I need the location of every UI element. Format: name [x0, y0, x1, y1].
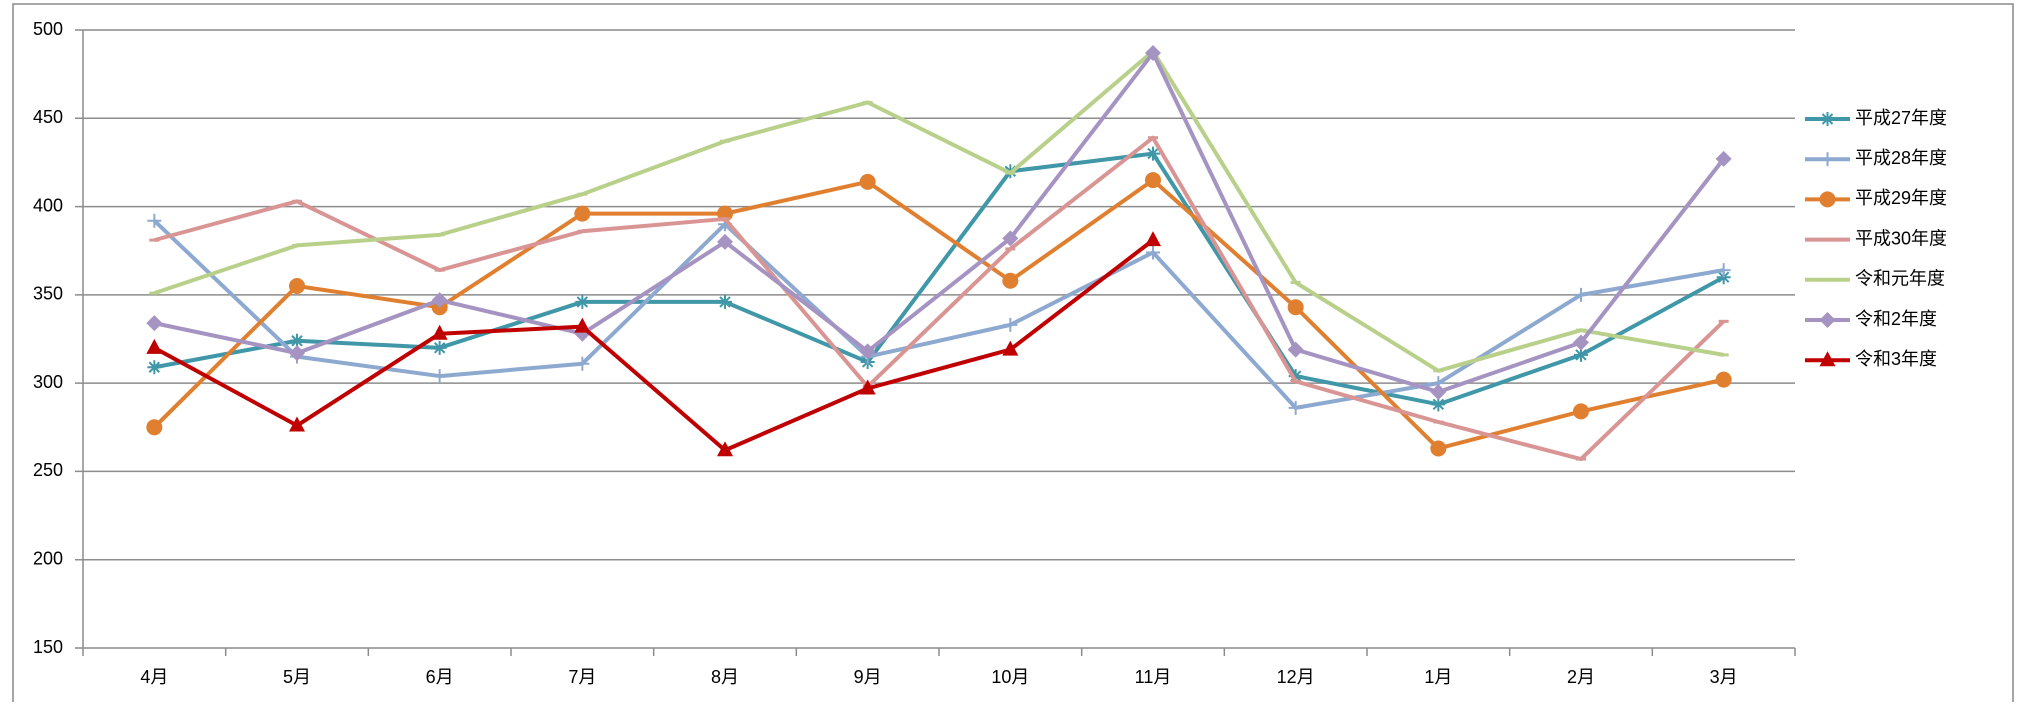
series-line	[153, 49, 1725, 373]
y-tick-label: 450	[33, 107, 63, 127]
marker	[289, 278, 305, 295]
legend-label: 平成27年度	[1855, 108, 1947, 128]
marker	[1430, 383, 1447, 400]
x-tick-label: 2月	[1567, 667, 1595, 687]
series-line	[152, 219, 1725, 410]
marker	[1431, 397, 1446, 412]
marker	[431, 324, 448, 340]
series-line	[152, 178, 1725, 451]
series	[146, 44, 1732, 400]
marker	[859, 173, 876, 190]
y-tick-label: 200	[33, 548, 63, 568]
marker	[1819, 191, 1836, 208]
y-tick-label: 150	[33, 637, 63, 657]
marker	[1430, 440, 1447, 457]
marker	[146, 338, 163, 354]
series	[146, 172, 1732, 457]
marker	[717, 441, 733, 457]
legend-label: 令和3年度	[1855, 349, 1937, 369]
x-tick-label: 4月	[140, 667, 168, 687]
marker	[1715, 371, 1732, 388]
legend-label: 平成29年度	[1855, 188, 1947, 208]
marker	[575, 356, 590, 371]
marker	[1716, 270, 1731, 285]
marker	[1145, 231, 1161, 247]
marker	[1146, 245, 1160, 260]
y-tick-label: 300	[33, 372, 63, 392]
marker	[717, 233, 733, 250]
legend-label: 平成28年度	[1855, 148, 1947, 168]
y-tick-label: 250	[33, 460, 63, 480]
marker	[1288, 400, 1303, 415]
marker	[432, 340, 447, 355]
marker	[1146, 146, 1160, 161]
marker	[1573, 403, 1589, 420]
marker	[1145, 44, 1161, 61]
marker	[1819, 351, 1836, 367]
marker	[1145, 172, 1161, 189]
legend-label: 平成30年度	[1855, 228, 1947, 248]
x-tick-label: 6月	[426, 667, 454, 687]
x-tick-label: 5月	[283, 667, 311, 687]
y-tick-label: 400	[33, 195, 63, 215]
marker	[1820, 112, 1835, 126]
series-line	[153, 50, 1726, 394]
marker	[859, 379, 876, 395]
marker	[289, 416, 305, 432]
marker	[1715, 150, 1732, 167]
marker	[1574, 287, 1588, 302]
series	[149, 49, 1729, 373]
marker	[289, 345, 305, 362]
marker	[432, 369, 447, 384]
x-tick-label: 8月	[711, 667, 739, 687]
marker	[1819, 312, 1836, 328]
marker	[574, 205, 591, 222]
marker	[574, 317, 591, 333]
marker	[147, 360, 162, 375]
marker	[146, 419, 163, 436]
marker	[147, 213, 162, 228]
marker	[1287, 341, 1304, 358]
series	[149, 135, 1729, 462]
marker	[718, 294, 732, 309]
marker	[431, 292, 448, 309]
y-tick-label: 500	[33, 19, 63, 39]
marker	[1002, 272, 1019, 289]
marker	[1716, 263, 1731, 278]
marker	[1573, 334, 1589, 351]
marker	[1287, 299, 1304, 316]
x-tick-label: 3月	[1710, 667, 1738, 687]
x-tick-label: 1月	[1424, 667, 1452, 687]
series	[146, 231, 1161, 457]
marker	[1002, 230, 1019, 247]
x-tick-label: 9月	[854, 667, 882, 687]
x-tick-label: 11月	[1135, 667, 1172, 687]
x-tick-label: 12月	[1277, 667, 1315, 687]
marker	[146, 315, 163, 332]
series-line	[153, 135, 1726, 462]
marker	[290, 333, 304, 348]
marker	[1288, 369, 1303, 384]
series	[147, 213, 1731, 415]
legend-label: 令和2年度	[1855, 309, 1937, 329]
marker	[575, 294, 590, 309]
y-tick-label: 350	[33, 284, 63, 304]
chart-frame	[12, 3, 2014, 707]
series-line	[153, 238, 1155, 453]
marker	[1574, 347, 1588, 362]
marker	[859, 343, 876, 360]
x-tick-label: 7月	[568, 667, 596, 687]
legend-label: 令和元年度	[1855, 269, 1945, 289]
marker	[1003, 317, 1018, 332]
x-tick-label: 10月	[991, 667, 1029, 687]
marker	[1002, 340, 1019, 356]
marker	[1820, 152, 1835, 167]
